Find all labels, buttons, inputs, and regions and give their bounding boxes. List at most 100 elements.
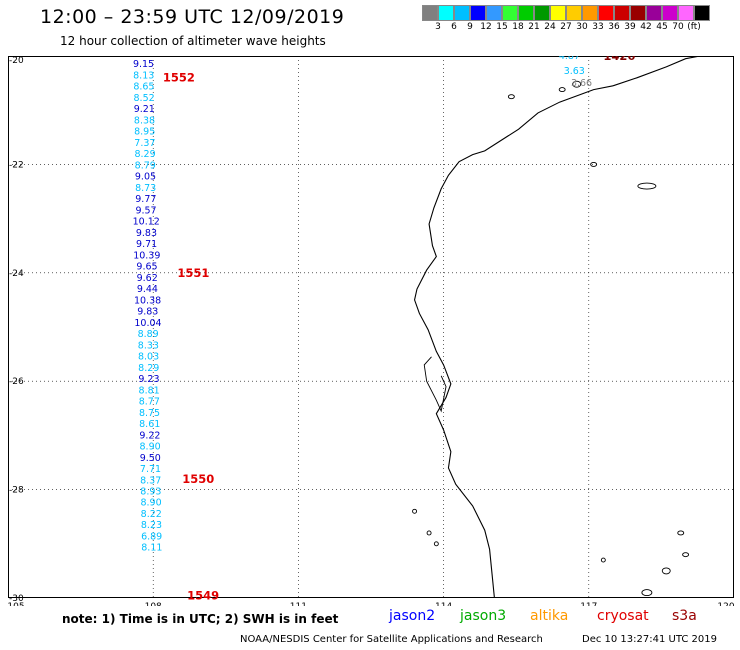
island-outline xyxy=(590,161,598,167)
wave-height-label: 8.90 xyxy=(140,498,161,509)
color-scale-tick: 15 xyxy=(496,22,508,32)
wave-height-label: 9.62 xyxy=(137,273,158,284)
color-swatch xyxy=(486,5,502,21)
wave-height-label: 9.22 xyxy=(139,430,160,441)
color-swatch xyxy=(630,5,646,21)
legend-jason2: jason2 xyxy=(389,608,436,624)
color-scale-tick: 45 xyxy=(656,22,668,32)
wave-height-label: 8.61 xyxy=(139,419,160,430)
x-tick-label: 117 xyxy=(580,602,597,606)
wave-height-label: 8.29 xyxy=(138,363,159,374)
coastline-north xyxy=(612,56,701,87)
wave-height-label: 9.21 xyxy=(134,104,155,115)
wave-height-label: 8.23 xyxy=(141,520,162,531)
wave-height-label: 8.79 xyxy=(135,160,156,171)
color-swatch xyxy=(470,5,486,21)
wave-height-label: 8.29 xyxy=(134,149,155,160)
x-tick-label: 108 xyxy=(145,602,162,606)
x-tick-label: 114 xyxy=(435,602,452,606)
color-scale-tick: 70 xyxy=(672,22,684,32)
legend-cryosat: cryosat xyxy=(597,608,649,624)
wave-height-label: 8.11 xyxy=(141,543,162,554)
color-swatch xyxy=(694,5,710,21)
wave-height-label: 9.57 xyxy=(135,205,156,216)
island-outline xyxy=(558,87,566,93)
wave-height-label: 8.22 xyxy=(141,509,162,520)
color-swatch xyxy=(662,5,678,21)
wave-height-label: 8.89 xyxy=(138,329,159,340)
y-tick-label: -22 xyxy=(9,160,24,170)
color-scale-tick: 24 xyxy=(544,22,556,32)
wave-height-label: 8.65 xyxy=(133,82,154,93)
color-scale-tick: 12 xyxy=(480,22,492,32)
wave-height-label: 9.83 xyxy=(136,228,157,239)
wave-height-label: 9.05 xyxy=(135,172,156,183)
credit-line: NOAA/NESDIS Center for Satellite Applica… xyxy=(240,634,543,645)
wave-height-label: 9.23 xyxy=(138,374,159,385)
island-outline xyxy=(682,552,690,558)
x-tick-label: 105 xyxy=(8,602,25,606)
wave-height-label: 8.77 xyxy=(139,397,160,408)
wave-height-label: 8.13 xyxy=(133,70,154,81)
wave-height-label: 10.04 xyxy=(134,318,161,329)
wave-height-label: 8.95 xyxy=(134,127,155,138)
color-scale-tick: 42 xyxy=(640,22,652,32)
wave-height-label: 10.38 xyxy=(134,295,161,306)
color-swatch xyxy=(518,5,534,21)
legend-s3a: s3a xyxy=(672,608,697,624)
color-swatch xyxy=(614,5,630,21)
chart-subtitle: 12 hour collection of altimeter wave hei… xyxy=(60,34,326,48)
color-scale-tick: 39 xyxy=(624,22,636,32)
y-tick-label: -20 xyxy=(9,56,24,66)
wave-height-label: 9.71 xyxy=(136,239,157,250)
island-outline xyxy=(507,94,515,100)
island-outline xyxy=(637,182,657,190)
wave-height-label: 8.38 xyxy=(134,115,155,126)
wave-height-label: 7.37 xyxy=(134,138,155,149)
island-outline xyxy=(412,508,418,514)
wave-height-label: 8.73 xyxy=(135,183,156,194)
island-outline xyxy=(677,530,685,536)
color-scale-tick: 21 xyxy=(528,22,540,32)
y-tick-label: -26 xyxy=(9,377,24,387)
wave-height-label: 8.37 xyxy=(140,475,161,486)
wave-height-label: 8.03 xyxy=(138,352,159,363)
color-swatch xyxy=(550,5,566,21)
color-scale-tick: (ft) xyxy=(687,22,701,32)
wave-height-label: 8.33 xyxy=(138,340,159,351)
pass-time-label: 1549 xyxy=(187,588,219,602)
color-scale-tick: 30 xyxy=(576,22,588,32)
island-outline xyxy=(641,589,653,597)
y-tick-label: -28 xyxy=(9,486,24,496)
island-outline xyxy=(661,567,671,575)
pass-time-label: 1552 xyxy=(163,71,195,85)
wave-height-label: 7.71 xyxy=(140,464,161,475)
color-swatch xyxy=(438,5,454,21)
wave-height-label: 8.81 xyxy=(139,385,160,396)
peninsula-outline xyxy=(423,356,447,413)
color-swatch xyxy=(422,5,438,21)
wave-height-label: 10.12 xyxy=(133,217,160,228)
wave-height-label: 8.93 xyxy=(140,486,161,497)
color-swatch xyxy=(534,5,550,21)
island-outline xyxy=(572,80,582,88)
wave-height-label: 9.44 xyxy=(137,284,158,295)
color-scale-tick: 6 xyxy=(451,22,457,32)
color-swatch xyxy=(454,5,470,21)
wave-height-label: 9.15 xyxy=(133,59,154,70)
generated-timestamp: Dec 10 13:27:41 UTC 2019 xyxy=(582,634,717,645)
wave-height-label: 9.83 xyxy=(137,307,158,318)
wave-height-label: 10.39 xyxy=(133,250,160,261)
wave-height-label: 9.50 xyxy=(140,453,161,464)
x-tick-label: 120 xyxy=(717,602,734,606)
pass-time-label: 1551 xyxy=(177,266,209,280)
color-swatch xyxy=(566,5,582,21)
legend-jason3: jason3 xyxy=(460,608,507,624)
color-swatch xyxy=(598,5,614,21)
wave-height-label: 8.75 xyxy=(139,408,160,419)
y-tick-label: -30 xyxy=(9,594,24,604)
wave-height-label: 3.66 xyxy=(571,78,592,89)
wave-height-label: 8.52 xyxy=(134,93,155,104)
color-swatch xyxy=(582,5,598,21)
x-tick-label: 111 xyxy=(290,602,307,606)
